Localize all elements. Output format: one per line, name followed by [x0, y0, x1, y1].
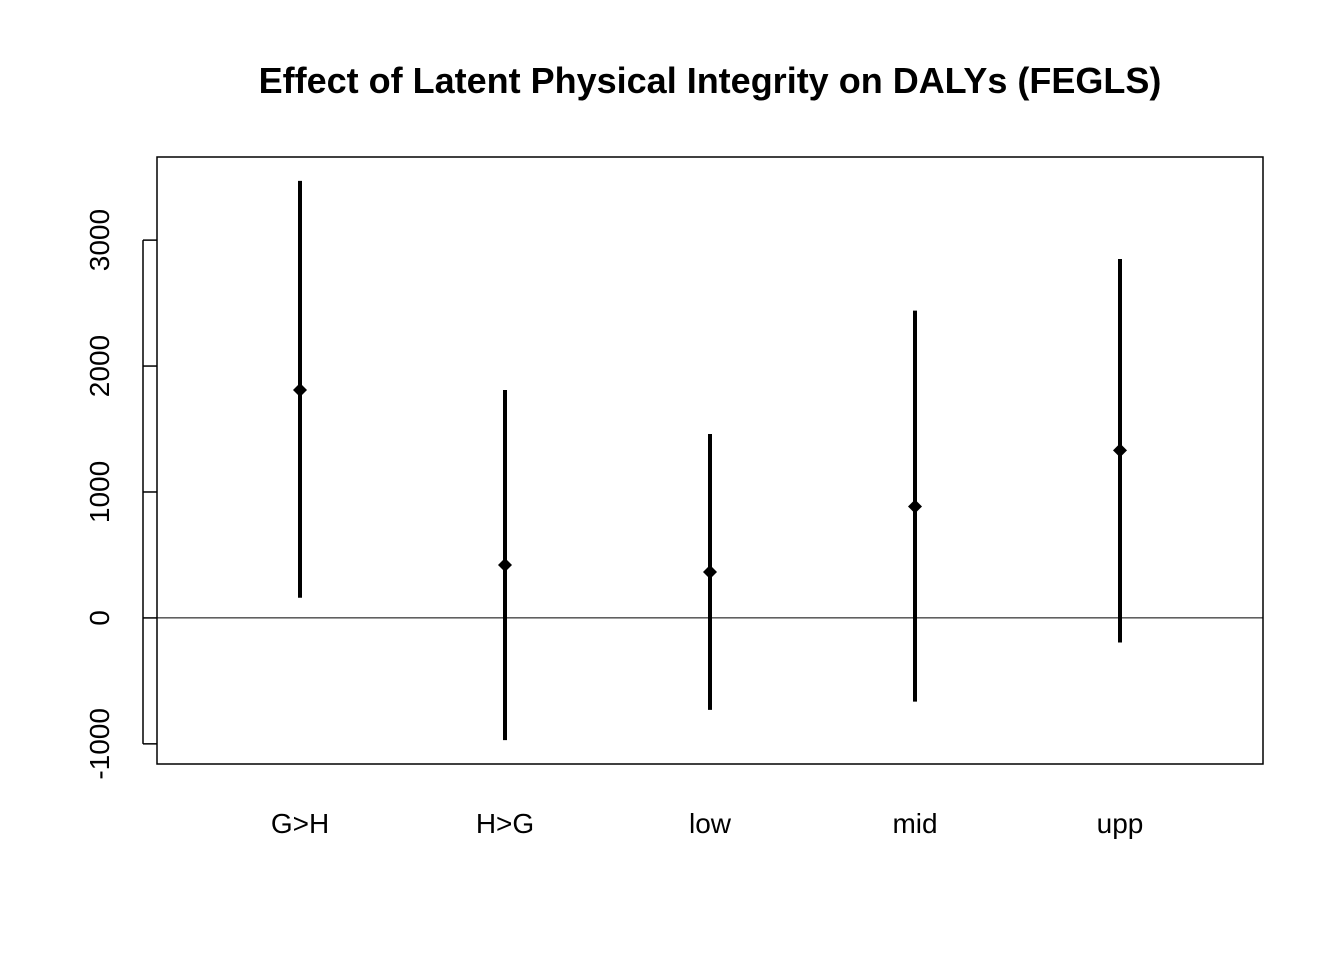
- x-tick-label: upp: [1097, 808, 1144, 839]
- y-tick-label: -1000: [84, 708, 115, 780]
- point-estimate: [703, 564, 717, 579]
- error-bars: [293, 180, 1127, 741]
- y-tick-label: 1000: [84, 461, 115, 523]
- y-tick-label: 0: [84, 610, 115, 626]
- chart-title: Effect of Latent Physical Integrity on D…: [259, 60, 1162, 101]
- point-estimate: [908, 499, 922, 514]
- point-estimate: [1113, 443, 1127, 458]
- x-axis: G>H H>G low mid upp: [271, 808, 1144, 839]
- point-estimate: [498, 558, 512, 573]
- x-tick-label: H>G: [476, 808, 534, 839]
- y-tick-label: 3000: [84, 209, 115, 271]
- point-estimate: [293, 382, 307, 397]
- x-tick-label: low: [689, 808, 732, 839]
- y-axis: -1000 0 1000 2000 3000: [84, 209, 157, 780]
- x-tick-label: mid: [892, 808, 937, 839]
- plot-frame: [156, 156, 1264, 765]
- y-tick-label: 2000: [84, 335, 115, 397]
- x-tick-label: G>H: [271, 808, 329, 839]
